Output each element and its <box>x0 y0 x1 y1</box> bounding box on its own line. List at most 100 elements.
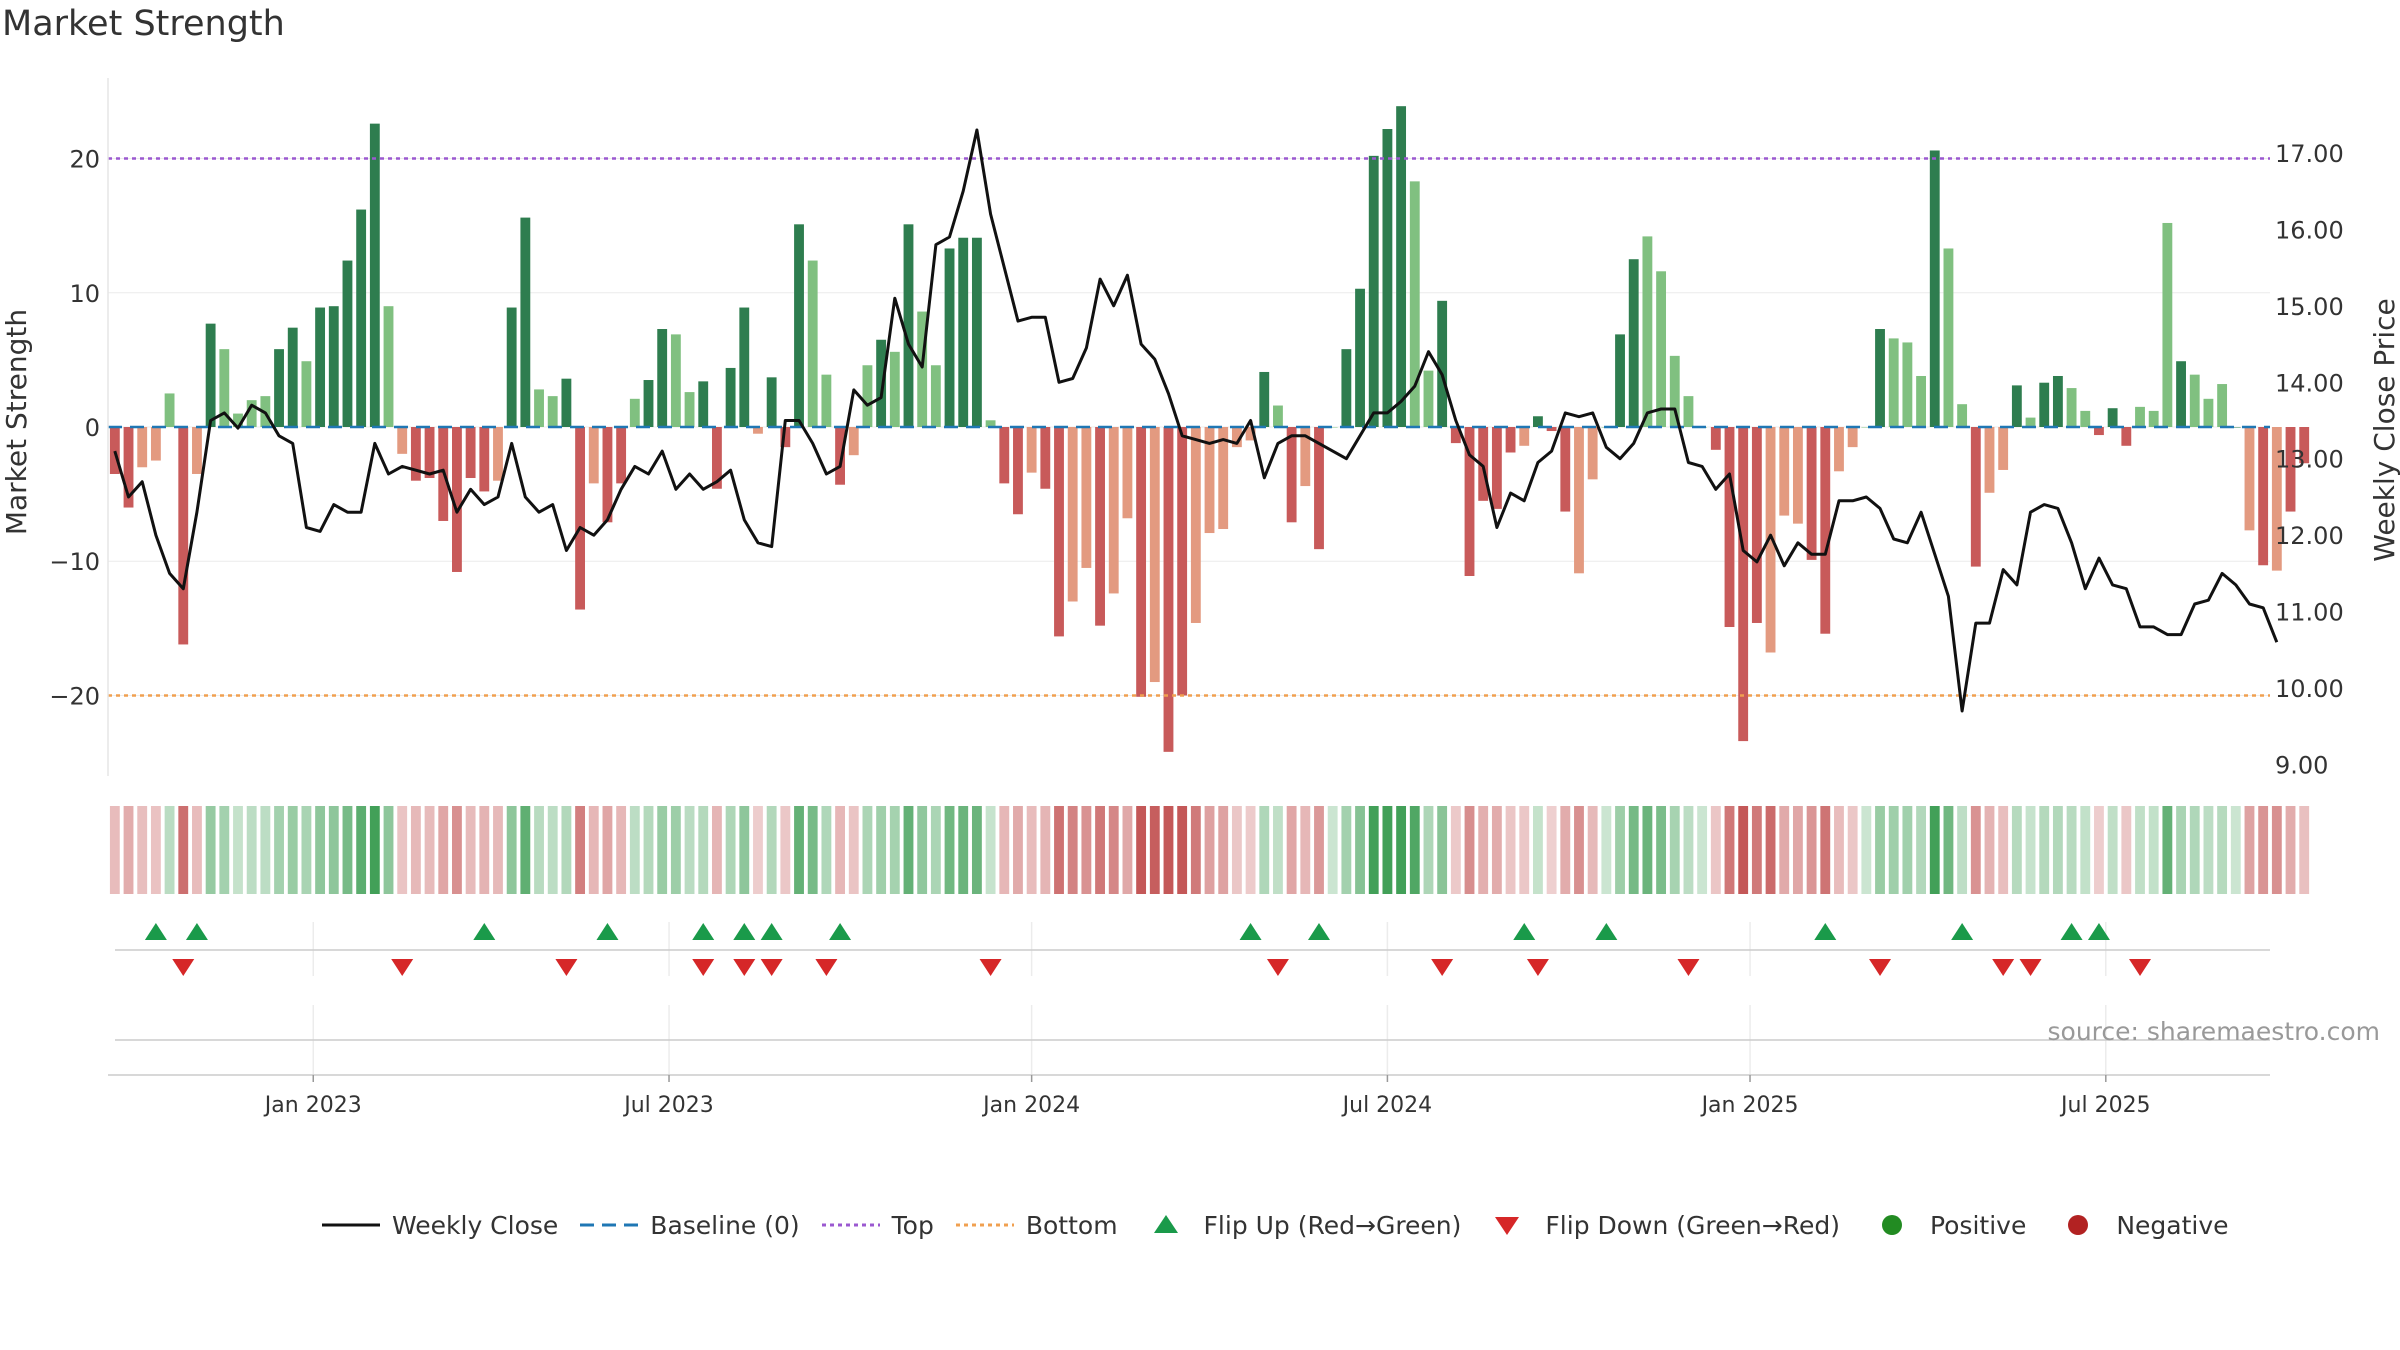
strength-bar <box>2285 427 2296 512</box>
strength-bar <box>1286 427 1297 523</box>
axis-labels: Market Strength Weekly Close Price sourc… <box>0 298 2400 1046</box>
flip-down-marker <box>391 959 414 976</box>
legend-positive: Positive <box>1862 1211 2026 1240</box>
strength-bar <box>1054 427 1064 637</box>
weekly-close-line <box>113 128 2279 713</box>
strength-bar <box>1368 155 1379 427</box>
heatstrip-cell <box>534 806 544 894</box>
strength-bar <box>1765 427 1776 653</box>
heatstrip-cell <box>1779 806 1790 894</box>
strength-bar <box>602 427 613 523</box>
strength-bar <box>1998 427 2009 470</box>
left-tick-label: 20 <box>69 146 100 174</box>
strength-bar <box>1861 427 1872 428</box>
strength-bar <box>1888 338 1899 427</box>
heatstrip-cell <box>889 806 900 894</box>
strength-bar <box>670 334 681 427</box>
legend-label: Flip Up (Red→Green) <box>1203 1210 1462 1240</box>
strength-bar <box>1834 427 1844 472</box>
heatstrip-cell <box>2230 806 2241 894</box>
strength-bar <box>1190 427 1201 623</box>
strength-bar <box>999 427 1010 484</box>
heatstrip-cell <box>2162 806 2173 894</box>
strength-bar <box>1013 427 1023 515</box>
strength-bar <box>807 260 818 427</box>
flip-up-marker <box>1239 923 1262 940</box>
strength-bar <box>150 427 161 461</box>
heatstrip-cell <box>438 806 449 894</box>
heatstrip-cell <box>178 806 189 894</box>
strength-bar <box>2189 374 2200 427</box>
heatstrip-cell <box>465 806 476 894</box>
strength-bar <box>2039 382 2050 427</box>
flip-up-marker <box>692 923 715 940</box>
left-tick-label: −20 <box>49 682 100 710</box>
strength-bar <box>465 427 476 479</box>
heatstrip-cell <box>1300 806 1311 894</box>
strength-bar <box>1683 396 1694 427</box>
heatstrip-cell <box>1040 806 1051 894</box>
strength-bar <box>1546 427 1557 432</box>
heatstrip-cell <box>1355 806 1365 894</box>
heatstrip-cell <box>835 806 845 894</box>
heatstrip-cell <box>1136 806 1147 894</box>
heatstrip-cell <box>1656 806 1667 894</box>
legend-weekly-close: Weekly Close <box>322 1211 558 1240</box>
strength-bar <box>1642 236 1653 427</box>
flip-down-marker <box>555 959 578 976</box>
heatstrip-cell <box>2107 806 2118 894</box>
heatstrip-cell <box>1327 806 1338 894</box>
heatstrip-cell <box>520 806 531 894</box>
heatstrip-cell <box>150 806 161 894</box>
flip-up-marker <box>185 923 208 940</box>
heatstrip-cell <box>1177 806 1188 894</box>
strength-bar <box>848 427 859 456</box>
strength-bar <box>342 260 353 427</box>
heatstrip-cell <box>383 806 394 894</box>
strength-bar <box>1149 427 1160 683</box>
heatstrip-cell <box>1218 806 1229 894</box>
heatstrip-cell <box>1491 806 1502 894</box>
right-tick-label: 12.00 <box>2275 522 2344 550</box>
right-tick-label: 10.00 <box>2275 675 2344 703</box>
strength-bar <box>2025 417 2036 427</box>
heatstrip-cell <box>246 806 257 894</box>
right-tick-label: 11.00 <box>2275 599 2344 627</box>
heatstrip-cell <box>2148 806 2159 894</box>
strength-bar <box>205 323 216 427</box>
heatstrip-cell <box>1875 806 1885 894</box>
strength-bar <box>821 374 832 427</box>
strength-bar <box>629 398 640 427</box>
legend-label: Bottom <box>1025 1210 1118 1240</box>
strength-bar <box>1560 427 1571 512</box>
heatstrip-cell <box>766 806 777 894</box>
strength-bar <box>397 427 408 454</box>
legend-label: Positive <box>1929 1210 2027 1240</box>
legend-bottom: Bottom <box>955 1210 1118 1240</box>
legend-flip-down: Flip Down (Green→Red) <box>1483 1211 1840 1240</box>
flip-down-marker <box>2129 959 2152 976</box>
heatstrip-cell <box>657 806 668 894</box>
heatstrip-cell <box>1615 806 1625 894</box>
strength-bar <box>2066 388 2077 427</box>
heatstrip-cell <box>903 806 914 894</box>
strength-bar <box>369 123 380 427</box>
strength-bar <box>383 306 394 427</box>
flip-up-marker <box>2060 923 2083 940</box>
strength-bar <box>753 427 763 434</box>
flip-down-marker <box>1677 959 1700 976</box>
flip-markers <box>144 923 2152 976</box>
strength-bar <box>2176 361 2186 427</box>
heatstrip-cell <box>629 806 640 894</box>
heatstrip-cell <box>123 806 134 894</box>
strength-bar <box>547 396 558 427</box>
strength-bar <box>1341 349 1352 427</box>
heatstrip-cell <box>1519 806 1530 894</box>
flip-down-marker <box>1526 959 1549 976</box>
strength-bar <box>2299 427 2310 464</box>
heatstrip-cell <box>1437 806 1448 894</box>
strength-bar <box>889 351 900 427</box>
heatstrip-cell <box>958 806 969 894</box>
right-tick-label: 17.00 <box>2275 140 2344 168</box>
